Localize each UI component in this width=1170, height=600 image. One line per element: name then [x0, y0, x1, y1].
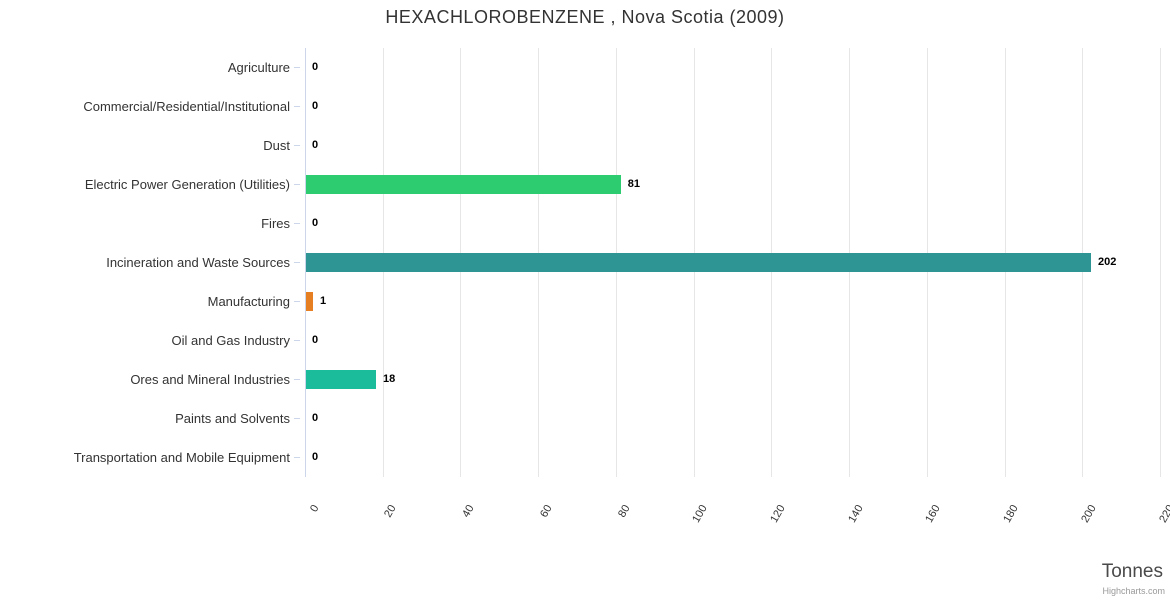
chart-title: HEXACHLOROBENZENE , Nova Scotia (2009): [385, 7, 785, 27]
value-axis-tick-label: 20: [382, 503, 400, 520]
category-tick: [294, 340, 300, 341]
data-label: 0: [312, 139, 319, 151]
category-label: Dust: [263, 138, 290, 153]
value-axis-tick-label: 200: [1079, 503, 1099, 525]
value-axis-tick-label: 0: [307, 503, 322, 515]
bar-ores-and-mineral-industries[interactable]: [306, 370, 376, 389]
data-label: 0: [312, 412, 319, 424]
value-axis-tick-label: 220: [1156, 503, 1170, 525]
value-axis-title: Tonnes: [1101, 561, 1163, 582]
value-axis-tick-label: 140: [845, 503, 866, 525]
data-label: 0: [312, 217, 319, 229]
category-label: Paints and Solvents: [175, 411, 290, 426]
value-axis-tick-label: 60: [538, 503, 555, 520]
category-label: Commercial/Residential/Institutional: [83, 99, 290, 114]
category-label: Incineration and Waste Sources: [106, 255, 290, 270]
credits-link[interactable]: Highcharts.com: [1102, 586, 1165, 596]
category-label: Oil and Gas Industry: [171, 333, 291, 348]
category-tick: [294, 67, 300, 68]
category-label: Transportation and Mobile Equipment: [73, 450, 290, 465]
value-axis-tick-label: 160: [923, 503, 944, 525]
bar-manufacturing[interactable]: [306, 292, 313, 311]
category-label: Agriculture: [227, 60, 290, 75]
gridline: [1160, 48, 1161, 477]
bar-incineration-and-waste-sources[interactable]: [306, 253, 1092, 272]
data-label: 0: [312, 334, 319, 346]
data-label: 1: [320, 295, 327, 307]
category-tick: [294, 223, 300, 224]
category-tick: [294, 106, 300, 107]
category-tick: [294, 262, 300, 263]
data-label: 0: [312, 61, 319, 73]
category-tick: [294, 301, 300, 302]
category-tick: [294, 457, 300, 458]
category-label: Manufacturing: [207, 294, 290, 309]
data-label: 0: [312, 100, 319, 112]
category-tick: [294, 379, 300, 380]
category-tick: [294, 145, 300, 146]
category-label: Electric Power Generation (Utilities): [84, 177, 290, 192]
plot-area: 0 0 0 81 0 202 1 0 18 0 0: [305, 48, 1161, 477]
value-axis-tick-label: 180: [1001, 503, 1021, 525]
value-axis-tick-label: 40: [460, 503, 477, 520]
category-label: Ores and Mineral Industries: [130, 372, 290, 387]
value-axis-tick-label: 120: [768, 503, 788, 525]
category-tick: [294, 418, 300, 419]
data-label: 18: [382, 373, 396, 385]
category-label: Fires: [261, 216, 290, 231]
data-label: 0: [312, 451, 319, 463]
bar-electric-power-generation-utilities-[interactable]: [306, 175, 621, 194]
value-axis-tick-label: 80: [615, 503, 633, 520]
value-axis-tick-label: 100: [690, 503, 711, 525]
data-label: 202: [1098, 256, 1117, 268]
category-tick: [294, 184, 300, 185]
data-label: 81: [627, 178, 641, 190]
